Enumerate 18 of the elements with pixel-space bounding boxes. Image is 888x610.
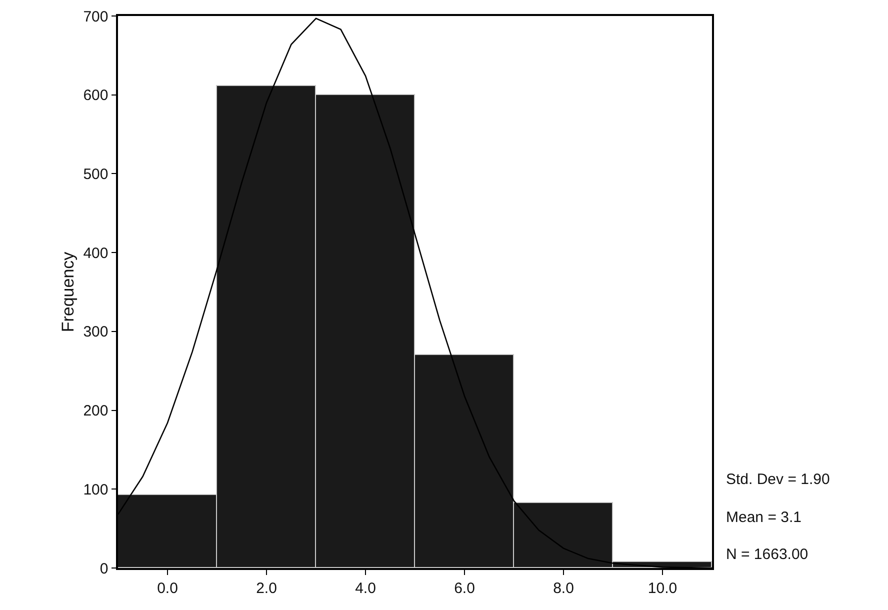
- x-tick-label: 4.0: [355, 580, 376, 597]
- y-tick-label: 0: [100, 560, 108, 578]
- text: N = 1663.00: [726, 546, 808, 563]
- x-tick-label: 0.0: [157, 580, 178, 597]
- y-tick-label: 500: [83, 166, 108, 183]
- y-tick-label: 400: [83, 244, 108, 262]
- x-tick-label: 2.0: [256, 580, 277, 597]
- y-tick-label: 300: [83, 324, 108, 341]
- y-tick-label: 200: [83, 402, 108, 420]
- text: Std. Dev = 1.90: [726, 471, 830, 488]
- y-axis-title: Frequency: [58, 251, 78, 332]
- x-tick-label: 10.0: [648, 580, 678, 597]
- y-tick-label: 100: [83, 481, 108, 498]
- y-tick-label: 700: [83, 8, 108, 26]
- x-tick-label: 6.0: [454, 580, 475, 597]
- y-tick-label: 600: [83, 87, 108, 104]
- text: Mean = 3.1: [726, 509, 802, 526]
- x-tick-label: 8.0: [553, 580, 574, 597]
